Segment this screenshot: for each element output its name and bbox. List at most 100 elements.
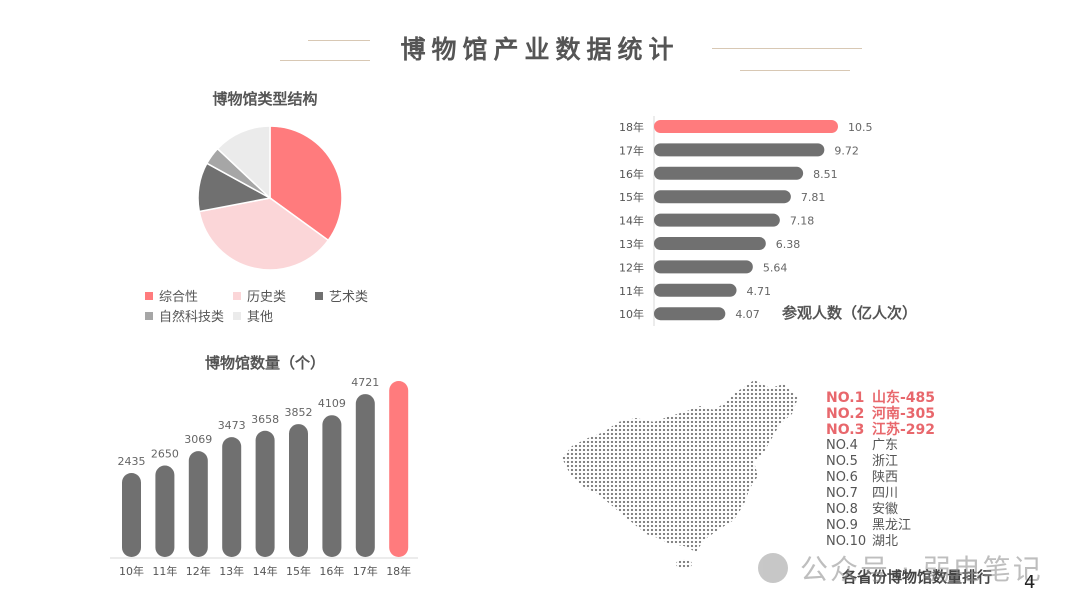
data-label: 3069 <box>184 433 212 446</box>
data-label: 5.64 <box>763 261 788 274</box>
visitor-bar <box>654 237 766 250</box>
province-name: 河南-305 <box>872 406 936 422</box>
province-name: 浙江 <box>872 454 899 469</box>
ranking-row: NO.3 江苏-292 <box>826 422 935 438</box>
legend-item: 其他 <box>233 306 273 325</box>
province-name: 陕西 <box>872 470 899 485</box>
pie-slice <box>269 125 343 242</box>
museum-count-bar-chart: 2435 10年 2650 11年 3069 12年 3473 13年 3658 14年 3852 1… <box>110 375 418 578</box>
count-bar <box>322 415 342 557</box>
count-bar <box>188 451 208 557</box>
data-label: 9.72 <box>834 144 859 157</box>
data-label: 7.81 <box>801 191 826 204</box>
ranking-row: NO.9 黑龙江 <box>826 518 935 534</box>
x-tick-label: 18年 <box>386 564 411 578</box>
rank-number: NO.8 <box>826 502 858 517</box>
hainan-island <box>676 559 692 569</box>
province-name: 江苏-292 <box>872 422 936 438</box>
y-tick-label: 17年 <box>619 143 644 157</box>
legend-item: 艺术类 <box>315 286 368 305</box>
ranking-row: NO.6 陕西 <box>826 470 935 486</box>
legend-label: 历史类 <box>247 290 287 305</box>
wechat-logo-icon <box>758 553 788 583</box>
type-structure-pie-chart <box>197 125 343 271</box>
visitor-bar <box>654 143 825 157</box>
visitor-bar <box>654 166 804 180</box>
rank-number: NO.9 <box>826 518 858 533</box>
visitor-bar <box>654 190 791 204</box>
rank-number: NO.1 <box>826 390 865 406</box>
x-tick-label: 16年 <box>319 564 344 578</box>
y-tick-label: 15年 <box>619 190 644 204</box>
data-label: 2435 <box>118 455 146 468</box>
ranking-row: NO.5 浙江 <box>826 454 935 470</box>
data-label: 4109 <box>318 397 346 410</box>
legend-label: 自然科技类 <box>159 310 225 325</box>
province-name: 湖北 <box>872 534 899 549</box>
x-tick-label: 14年 <box>253 564 278 578</box>
legend-item: 自然科技类 <box>145 306 224 325</box>
legend-swatch <box>145 291 153 300</box>
ranking-row: NO.8 安徽 <box>826 502 935 518</box>
visitors-chart-title: 参观人数（亿人次） <box>782 304 918 322</box>
header-line-left <box>280 60 370 61</box>
x-tick-label: 12年 <box>186 564 211 578</box>
count-bar <box>122 472 141 557</box>
legend-label: 其他 <box>247 310 274 325</box>
china-map <box>562 380 798 569</box>
y-tick-label: 11年 <box>619 284 644 298</box>
province-name: 山东-485 <box>872 390 936 406</box>
count-bar <box>389 381 409 557</box>
x-tick-label: 10年 <box>119 564 144 578</box>
ranking-row: NO.10 湖北 <box>826 534 935 550</box>
data-label: 7.18 <box>790 215 815 228</box>
legend-item: 综合性 <box>145 286 198 305</box>
y-tick-label: 16年 <box>619 167 644 181</box>
legend-swatch <box>145 311 153 320</box>
y-tick-label: 12年 <box>619 260 644 274</box>
data-label: 3473 <box>218 419 246 432</box>
visitor-bar <box>654 213 780 227</box>
visitor-bar <box>654 283 737 297</box>
data-label: 8.51 <box>813 168 838 181</box>
header-line-left-short <box>308 40 370 41</box>
rank-number: NO.5 <box>826 454 858 469</box>
data-label: 4.07 <box>735 308 760 321</box>
data-label: 10.5 <box>848 121 873 134</box>
x-tick-label: 17年 <box>353 564 378 578</box>
y-tick-label: 18年 <box>619 120 644 134</box>
page-number: 4 <box>1024 572 1036 593</box>
pie-slice <box>216 125 271 200</box>
visitor-bar <box>654 120 838 133</box>
count-bar <box>289 424 308 557</box>
y-tick-label: 14年 <box>619 214 644 228</box>
page-title: 博物馆产业数据统计 <box>400 35 680 64</box>
visitor-bar <box>654 307 726 321</box>
rank-number: NO.7 <box>826 486 858 501</box>
count-chart-title: 博物馆数量（个） <box>204 354 325 372</box>
header-line-right <box>712 48 862 49</box>
data-label: 4.71 <box>747 285 772 298</box>
watermark: 公众号 · 弱电笔记 <box>758 548 1043 588</box>
legend-swatch <box>315 291 323 300</box>
map-caption: 各省份博物馆数量排行 <box>842 568 993 586</box>
province-name: 广东 <box>872 438 899 453</box>
legend-label: 综合性 <box>159 290 199 305</box>
legend-swatch <box>233 291 241 300</box>
legend-swatch <box>233 311 241 320</box>
province-name: 安徽 <box>872 502 899 517</box>
rank-number: NO.10 <box>826 534 867 549</box>
ranking-row: NO.4 广东 <box>826 438 935 454</box>
pie-slice <box>198 197 330 271</box>
y-tick-label: 10年 <box>619 307 644 321</box>
visitors-bar-chart: 18年 10.5 17年 9.72 16年 8.51 15年 7.81 14年 7.18 13年 6.… <box>619 116 873 326</box>
rank-number: NO.6 <box>826 470 858 485</box>
data-label: 4721 <box>351 376 379 389</box>
province-ranking-list: NO.1 山东-485 NO.2 河南-305 NO.3 江苏-292 NO.4 广东 NO.5… <box>826 390 935 550</box>
count-bar <box>155 465 175 557</box>
pie-chart-title: 博物馆类型结构 <box>212 90 318 108</box>
ranking-row: NO.1 山东-485 <box>826 390 935 406</box>
ranking-row: NO.2 河南-305 <box>826 406 935 422</box>
province-name: 黑龙江 <box>872 518 912 533</box>
rank-number: NO.4 <box>826 438 858 453</box>
